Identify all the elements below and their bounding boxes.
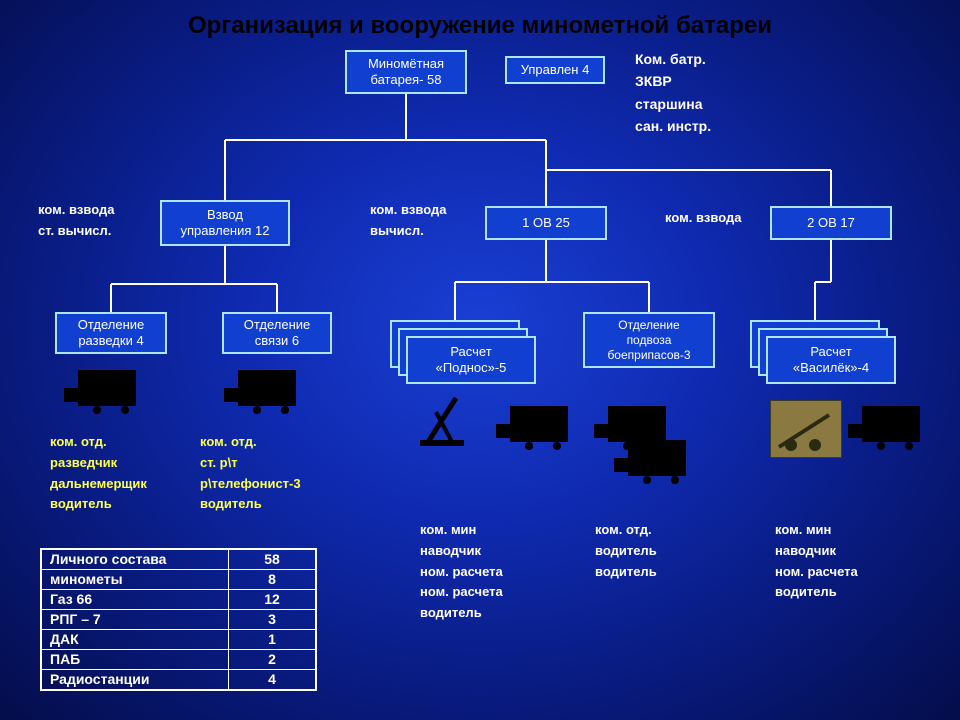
table-row: минометы8: [41, 570, 316, 590]
table-cell: 58: [229, 549, 317, 570]
label-svyaz_p: ком. отд.ст. р\тр\телефонист-3водитель: [200, 432, 301, 515]
node-ov1: 1 ОВ 25: [485, 206, 607, 240]
node-ov2: 2 ОВ 17: [770, 206, 892, 240]
table-cell: 8: [229, 570, 317, 590]
truck-icon: [78, 370, 136, 406]
table-cell: 2: [229, 650, 317, 670]
node-root: Миномётнаябатарея- 58: [345, 50, 467, 94]
table-cell: Радиостанции: [41, 670, 229, 691]
table-row: Радиостанции4: [41, 670, 316, 691]
page-title: Организация и вооружение минометной бата…: [0, 12, 960, 40]
label-razv_p: ком. отд.разведчикдальнемерщикводитель: [50, 432, 147, 515]
node-vzvod: Взводуправления 12: [160, 200, 290, 246]
stack-podnos: Расчет«Поднос»-5: [390, 320, 536, 384]
truck-icon: [238, 370, 296, 406]
table-row: Личного состава58: [41, 549, 316, 570]
node-svyaz: Отделениесвязи 6: [222, 312, 332, 354]
label-vzvod_l: ком. взводаст. вычисл.: [38, 200, 114, 242]
summary-table: Личного состава58минометы8Газ 6612РПГ – …: [40, 548, 317, 691]
table-row: ПАБ2: [41, 650, 316, 670]
truck-icon: [628, 440, 686, 476]
table-cell: минометы: [41, 570, 229, 590]
table-row: РПГ – 73: [41, 610, 316, 630]
label-vasilek_p: ком. миннаводчикном. расчетаводитель: [775, 520, 858, 603]
table-cell: Личного состава: [41, 549, 229, 570]
table-row: ДАК1: [41, 630, 316, 650]
node-podvoz: Отделениеподвозабоеприпасов-3: [583, 312, 715, 368]
table-cell: 3: [229, 610, 317, 630]
node-ctrl: Управлен 4: [505, 56, 605, 84]
table-row: Газ 6612: [41, 590, 316, 610]
truck-icon: [862, 406, 920, 442]
truck-icon: [510, 406, 568, 442]
table-cell: 1: [229, 630, 317, 650]
vasilek-photo: [770, 400, 842, 458]
table-cell: 12: [229, 590, 317, 610]
truck-icon: [608, 406, 666, 442]
table-cell: ПАБ: [41, 650, 229, 670]
label-ov1_l: ком. взводавычисл.: [370, 200, 446, 242]
table-cell: ДАК: [41, 630, 229, 650]
stack-vasilek: Расчет«Василёк»-4: [750, 320, 896, 384]
table-cell: 4: [229, 670, 317, 691]
label-hq: Ком. батр.ЗКВРстаршинасан. инстр.: [635, 48, 711, 138]
table-cell: Газ 66: [41, 590, 229, 610]
node-razv: Отделениеразведки 4: [55, 312, 167, 354]
label-podnos_p: ком. миннаводчикном. расчетаном. расчета…: [420, 520, 503, 624]
label-ov2_l: ком. взвода: [665, 208, 741, 229]
table-cell: РПГ – 7: [41, 610, 229, 630]
mortar-icon: [418, 392, 478, 448]
label-podvoz_p: ком. отд.водительводитель: [595, 520, 657, 582]
